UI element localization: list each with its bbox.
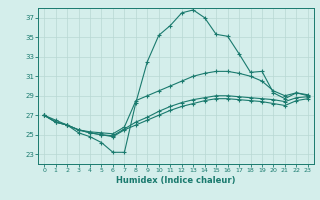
X-axis label: Humidex (Indice chaleur): Humidex (Indice chaleur) — [116, 176, 236, 185]
